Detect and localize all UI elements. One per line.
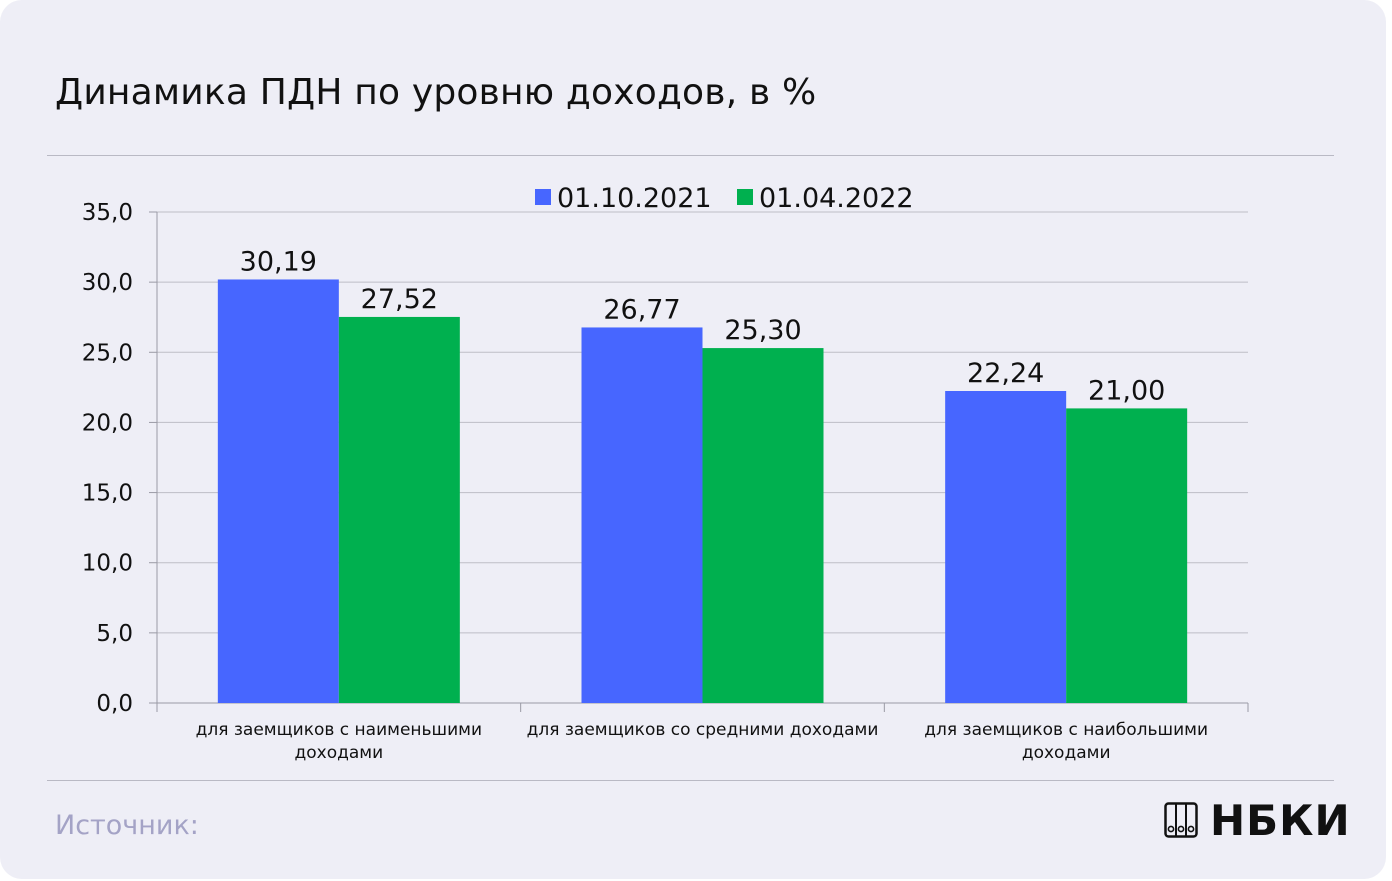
x-category-label: для заемщиков с наименьшими: [196, 720, 482, 740]
x-category-label: для заемщиков со средними доходами: [527, 720, 879, 740]
logo-text: НБКИ: [1210, 796, 1351, 845]
bar: [338, 316, 460, 703]
data-label: 30,19: [240, 246, 317, 277]
bar-chart: 0,0 5,0 10,0 15,0 20,0 25,0 30,0 35,0 30,19 27,52…: [82, 183, 1249, 763]
x-category-label: доходами: [294, 743, 383, 763]
y-tick-label: 35,0: [82, 200, 133, 226]
legend-swatch: [535, 189, 551, 205]
bar: [1066, 408, 1188, 703]
x-category-label: для заемщиков с наибольшими: [924, 720, 1208, 740]
bar: [217, 279, 339, 703]
chart-title: Динамика ПДН по уровню доходов, в %: [55, 72, 817, 113]
y-tick-label: 30,0: [82, 270, 133, 296]
bar: [581, 327, 703, 703]
source-label: Источник:: [55, 810, 199, 841]
nbki-logo: НБКИ: [1164, 796, 1350, 846]
y-tick-label: 10,0: [82, 551, 133, 577]
x-category-label: доходами: [1022, 743, 1111, 763]
y-tick-label: 25,0: [82, 340, 133, 366]
data-label: 25,30: [724, 315, 801, 346]
data-label: 27,52: [361, 284, 438, 315]
legend-swatch: [737, 189, 753, 205]
bottom-divider: [47, 780, 1334, 781]
bar: [702, 348, 824, 703]
y-tick-label: 20,0: [82, 410, 133, 436]
data-label: 26,77: [603, 294, 680, 325]
y-tick-label: 0,0: [96, 691, 133, 717]
nbki-logo-icon: [1164, 802, 1198, 838]
data-label: 22,24: [967, 358, 1044, 389]
y-tick-label: 15,0: [82, 481, 133, 507]
y-tick-label: 5,0: [96, 621, 133, 647]
bar: [945, 391, 1067, 703]
legend-label: 01.10.2021: [557, 183, 712, 214]
data-label: 21,00: [1088, 375, 1165, 406]
legend-label: 01.04.2022: [759, 183, 914, 214]
top-divider: [47, 155, 1334, 156]
